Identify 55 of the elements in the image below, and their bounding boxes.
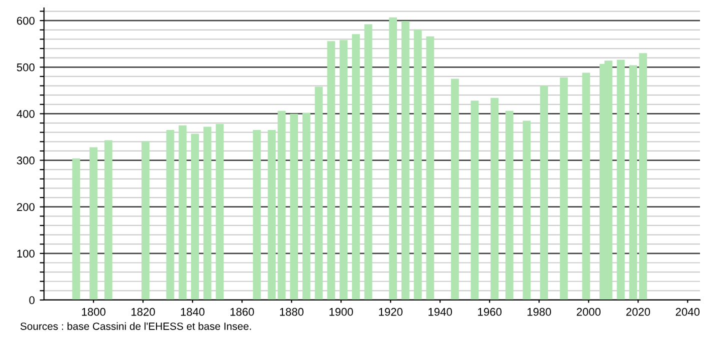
x-tick-label: 1860: [230, 308, 254, 316]
bar: [560, 77, 568, 300]
bar: [414, 29, 422, 300]
bar: [522, 120, 531, 300]
bar: [389, 17, 397, 300]
bar: [104, 140, 112, 300]
y-tick-label: 0: [29, 296, 35, 304]
x-tick-label: 1820: [132, 308, 155, 316]
source-note: Sources : base Cassini de l'EHESS et base Insee.: [20, 322, 251, 330]
x-tick-label: 1840: [181, 308, 204, 316]
bar: [302, 112, 310, 300]
bar: [629, 65, 638, 300]
x-tick-label: 1880: [280, 308, 304, 316]
bar: [352, 34, 360, 300]
bar: [327, 41, 336, 300]
bar: [426, 36, 434, 300]
bar: [278, 110, 286, 300]
bar: [364, 24, 372, 300]
bar: [142, 141, 150, 300]
y-tick-label: 400: [16, 110, 35, 118]
bar: [314, 86, 323, 300]
x-tick-label: 2040: [676, 308, 700, 316]
x-tick-label: 1800: [82, 308, 106, 316]
x-tick-label: 2020: [626, 308, 650, 316]
bar: [540, 86, 548, 300]
y-tick-label: 600: [17, 16, 35, 25]
bar: [252, 130, 261, 300]
bar: [268, 130, 276, 300]
bar: [401, 21, 410, 300]
bar: [90, 147, 98, 300]
bar: [616, 60, 625, 300]
bar: [216, 124, 224, 300]
bar: [340, 40, 348, 300]
bar: [450, 78, 459, 300]
x-tick-label: 2000: [576, 308, 601, 316]
x-tick-label: 1920: [379, 308, 402, 316]
bar: [290, 114, 298, 300]
x-tick-label: 1940: [428, 308, 452, 316]
y-tick-label: 300: [16, 156, 35, 164]
x-tick-label: 1900: [330, 308, 353, 316]
bar: [178, 125, 187, 300]
bar: [203, 126, 212, 300]
x-tick-label: 1980: [528, 308, 552, 316]
y-tick-label: 200: [16, 203, 35, 211]
y-tick-label: 500: [16, 63, 35, 72]
bar: [191, 134, 199, 300]
bar: [72, 158, 80, 300]
bar: [490, 98, 498, 300]
bar: [582, 72, 590, 300]
bar: [166, 130, 174, 300]
bar: [639, 53, 648, 300]
bar: [470, 100, 479, 300]
x-tick-label: 1960: [478, 308, 502, 316]
y-tick-label: 100: [17, 250, 35, 258]
bar: [505, 110, 514, 300]
